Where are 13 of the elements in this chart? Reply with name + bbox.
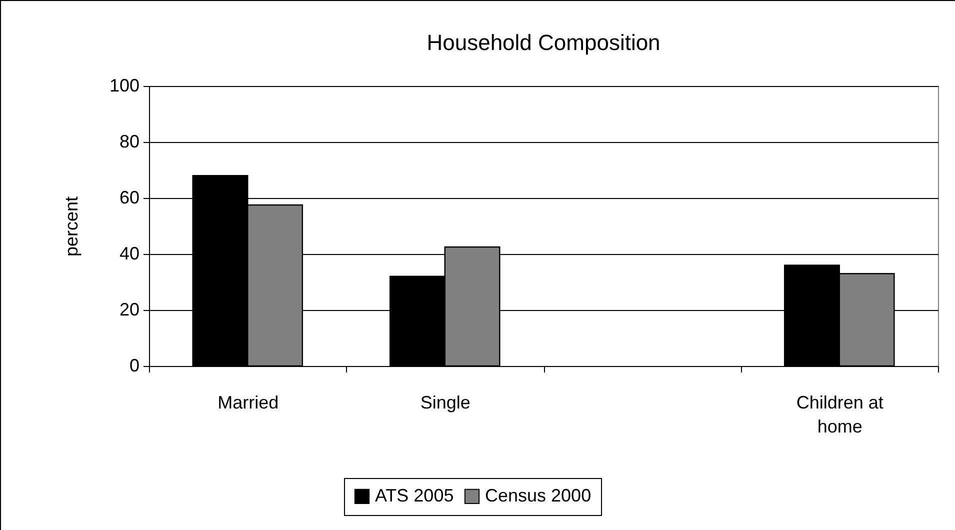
y-tick-label: 40 [119,244,140,264]
y-tick-label: 60 [119,188,140,208]
y-tick-label: 0 [129,356,140,376]
y-tick-label: 20 [119,300,140,320]
x-tick-label: Children at home [796,392,884,436]
legend-label: ATS 2005 [375,485,454,506]
x-tick-label: Single [420,392,470,412]
y-axis-title: percent [61,196,82,257]
x-tick-label: Married [218,392,279,412]
chart-title: Household Composition [426,30,660,55]
legend-label: Census 2000 [485,485,592,506]
y-tick-label: 100 [109,76,140,96]
y-tick-label: 80 [119,132,140,152]
